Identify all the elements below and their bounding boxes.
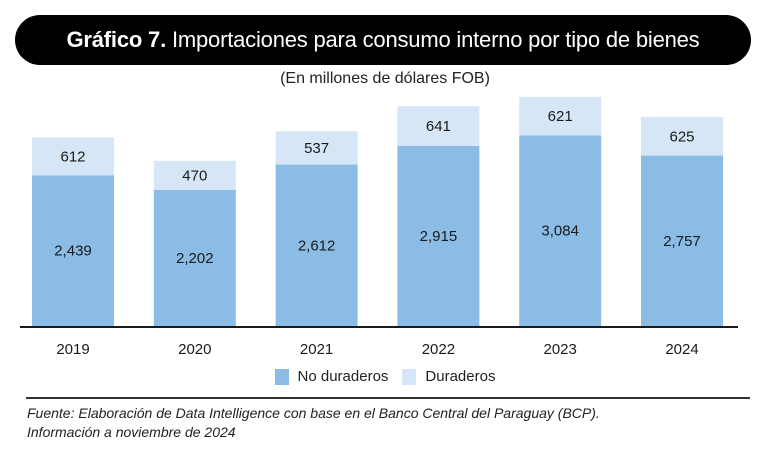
bar-duraderos-2019	[32, 137, 114, 176]
legend-swatch-duraderos	[402, 368, 417, 385]
bar-duraderos-2022	[397, 106, 480, 146]
data-label-duraderos-2021: 537	[304, 140, 329, 157]
data-label-duraderos-2023: 621	[548, 108, 573, 125]
chart-title-text: Importaciones para consumo interno por t…	[171, 27, 700, 52]
data-label-no-duraderos-2024: 2,757	[663, 233, 701, 250]
bar-no-duraderos-2021	[275, 164, 358, 326]
footer-divider	[26, 397, 750, 399]
bar-duraderos-2021	[275, 131, 358, 165]
chart-title-number: Gráfico 7.	[66, 27, 167, 52]
x-tick-label-2021: 2021	[300, 341, 333, 358]
x-tick-label-2024: 2024	[665, 341, 698, 358]
legend: No duraderos Duraderos	[0, 368, 770, 385]
source-line-2: Información a noviembre de 2024	[27, 424, 236, 440]
data-label-no-duraderos-2022: 2,915	[420, 228, 458, 245]
legend-item-duraderos: Duraderos	[402, 368, 495, 385]
data-label-no-duraderos-2019: 2,439	[54, 243, 92, 260]
chart-subtitle: (En millones de dólares FOB)	[280, 70, 490, 87]
x-tick-label-2020: 2020	[178, 341, 211, 358]
x-tick-label-2019: 2019	[56, 341, 89, 358]
bar-duraderos-2023	[519, 97, 602, 136]
data-label-no-duraderos-2021: 2,612	[298, 237, 336, 254]
legend-label-no-duraderos: No duraderos	[297, 368, 389, 385]
bar-no-duraderos-2024	[641, 155, 723, 326]
data-label-duraderos-2020: 470	[182, 167, 207, 184]
bar-no-duraderos-2022	[397, 145, 480, 326]
data-label-duraderos-2024: 625	[669, 128, 694, 145]
data-label-no-duraderos-2020: 2,202	[176, 250, 214, 267]
legend-label-duraderos: Duraderos	[425, 368, 496, 385]
legend-swatch-no-duraderos	[274, 368, 289, 385]
data-label-duraderos-2022: 641	[426, 118, 451, 135]
bar-no-duraderos-2023	[519, 135, 602, 326]
x-tick-label-2023: 2023	[544, 341, 577, 358]
chart-title: Gráfico 7. Importaciones para consumo in…	[15, 15, 751, 65]
source-note: Fuente: Elaboración de Data Intelligence…	[27, 404, 600, 442]
bar-duraderos-2024	[641, 116, 723, 156]
bar-duraderos-2020	[153, 160, 236, 190]
source-line-1: Fuente: Elaboración de Data Intelligence…	[27, 405, 600, 421]
bar-no-duraderos-2020	[153, 189, 236, 326]
bar-no-duraderos-2019	[32, 175, 114, 326]
legend-item-no-duraderos: No duraderos	[274, 368, 389, 385]
data-label-no-duraderos-2023: 3,084	[541, 223, 579, 240]
data-label-duraderos-2019: 612	[60, 148, 85, 165]
x-tick-label-2022: 2022	[422, 341, 455, 358]
